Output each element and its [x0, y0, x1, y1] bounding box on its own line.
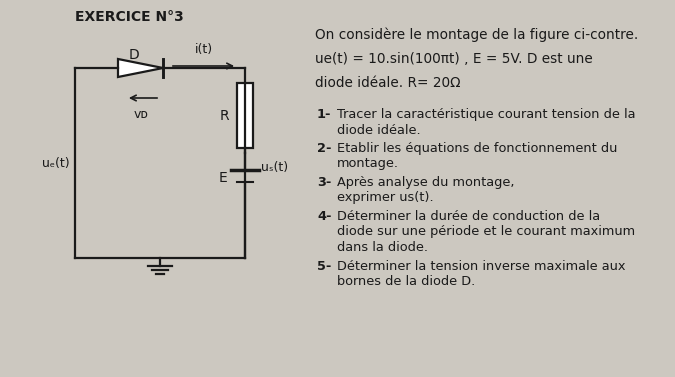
Text: 4-: 4-	[317, 210, 331, 223]
Text: D: D	[128, 48, 139, 62]
Text: Tracer la caractéristique courant tension de la: Tracer la caractéristique courant tensio…	[337, 108, 635, 121]
Text: ue(t) = 10.sin(100πt) , E = 5V. D est une: ue(t) = 10.sin(100πt) , E = 5V. D est un…	[315, 52, 593, 66]
Text: uₛ(t): uₛ(t)	[261, 161, 288, 175]
Text: 2-: 2-	[317, 142, 331, 155]
Text: On considère le montage de la figure ci-contre.: On considère le montage de la figure ci-…	[315, 28, 639, 43]
Text: dans la diode.: dans la diode.	[337, 241, 428, 254]
Text: vᴅ: vᴅ	[134, 108, 149, 121]
Text: Après analyse du montage,: Après analyse du montage,	[337, 176, 514, 189]
Text: i(t): i(t)	[194, 43, 213, 56]
Text: exprimer us(t).: exprimer us(t).	[337, 192, 433, 204]
Text: diode idéale.: diode idéale.	[337, 124, 421, 136]
Text: 1-: 1-	[317, 108, 331, 121]
Bar	[237, 83, 253, 148]
Polygon shape	[118, 59, 163, 77]
Text: diode idéale. R= 20Ω: diode idéale. R= 20Ω	[315, 76, 460, 90]
Text: Déterminer la tension inverse maximale aux: Déterminer la tension inverse maximale a…	[337, 259, 626, 273]
Text: diode sur une période et le courant maximum: diode sur une période et le courant maxi…	[337, 225, 635, 239]
Text: 5-: 5-	[317, 259, 331, 273]
Text: uₑ(t): uₑ(t)	[43, 156, 70, 170]
Text: Déterminer la durée de conduction de la: Déterminer la durée de conduction de la	[337, 210, 600, 223]
Text: 3-: 3-	[317, 176, 331, 189]
Text: E: E	[218, 171, 227, 185]
Text: EXERCICE N°3: EXERCICE N°3	[75, 10, 184, 24]
Text: bornes de la diode D.: bornes de la diode D.	[337, 275, 475, 288]
Text: R: R	[219, 109, 229, 123]
Text: Etablir les équations de fonctionnement du: Etablir les équations de fonctionnement …	[337, 142, 618, 155]
Text: montage.: montage.	[337, 158, 399, 170]
